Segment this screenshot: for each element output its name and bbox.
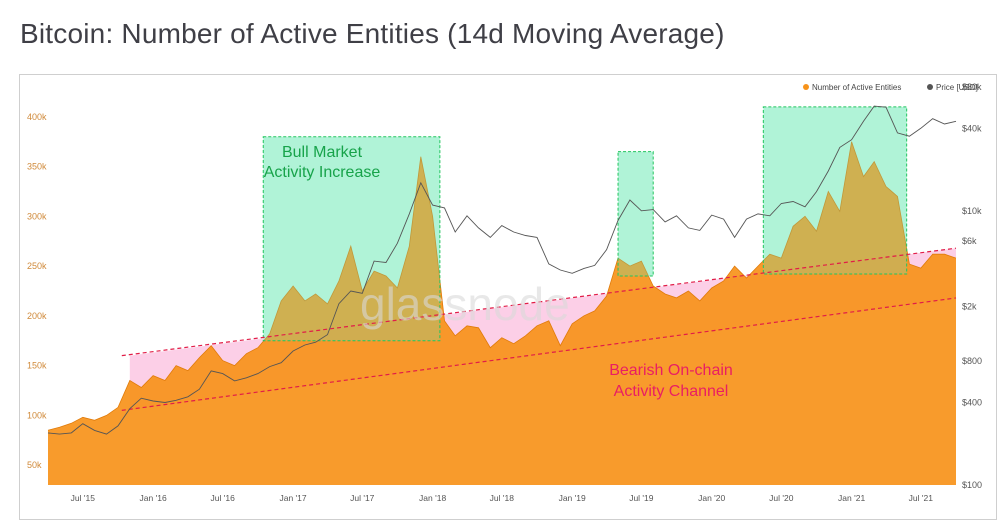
entities-area-fill bbox=[48, 141, 956, 485]
y-right-tick-label: $80k bbox=[962, 82, 982, 92]
entities-area-outline bbox=[47, 141, 957, 431]
bull-market-box-borders bbox=[262, 106, 908, 342]
y-left-tick-label: 50k bbox=[27, 460, 42, 470]
y-right-tick-label: $100 bbox=[962, 480, 982, 490]
active-entities-area bbox=[47, 106, 957, 485]
legend-dot-entities bbox=[803, 84, 809, 90]
y-right-tick-label: $10k bbox=[962, 206, 982, 216]
y-left-tick-label: 300k bbox=[27, 211, 47, 221]
y-right-tick-label: $40k bbox=[962, 123, 982, 133]
x-axis: Jul '15 Jan '16 Jul '16 Jan '17 Jul '17 Jan '… bbox=[71, 493, 934, 503]
y-right-tick-label: $400 bbox=[962, 397, 982, 407]
chart-frame: glassnode 50k 100k 150k 200k 250k 300k 350k 400… bbox=[19, 74, 997, 520]
bull-box-1 bbox=[618, 151, 654, 277]
channel-lower-line bbox=[121, 297, 957, 411]
x-tick-label: Jul '21 bbox=[909, 493, 934, 503]
x-tick-label: Jul '19 bbox=[629, 493, 654, 503]
y-right-tick-label: $800 bbox=[962, 356, 982, 366]
bull-box-tint-1 bbox=[618, 151, 654, 277]
x-tick-label: Jul '17 bbox=[350, 493, 375, 503]
bull-box-tint-2 bbox=[763, 106, 907, 275]
annotation-bear: Bearish On-chain Activity Channel bbox=[609, 362, 733, 400]
x-tick-label: Jul '20 bbox=[769, 493, 794, 503]
x-tick-label: Jan '16 bbox=[140, 493, 167, 503]
annotation-bear-line2: Activity Channel bbox=[614, 383, 729, 400]
chart-svg: glassnode 50k 100k 150k 200k 250k 300k 350k 400… bbox=[27, 82, 982, 503]
legend-label-entities: Number of Active Entities bbox=[812, 83, 901, 92]
legend-label-price: Price [USD] bbox=[936, 83, 978, 92]
x-tick-label: Jul '16 bbox=[211, 493, 236, 503]
page-title: Bitcoin: Number of Active Entities (14d … bbox=[20, 18, 725, 49]
y-left-tick-label: 250k bbox=[27, 261, 47, 271]
x-tick-label: Jul '15 bbox=[71, 493, 96, 503]
y-left-tick-label: 100k bbox=[27, 410, 47, 420]
x-tick-label: Jan '20 bbox=[698, 493, 725, 503]
y-right-tick-label: $2k bbox=[962, 302, 977, 312]
bearish-channel-lines bbox=[121, 247, 957, 411]
y-axis-right: $100 $400 $800 $2k $6k $10k $40k $80k bbox=[962, 82, 982, 490]
bull-box-tint-0 bbox=[263, 136, 440, 341]
y-left-tick-label: 350k bbox=[27, 162, 47, 172]
legend-dot-price bbox=[927, 84, 933, 90]
bull-box-border-1 bbox=[617, 151, 654, 277]
y-left-tick-label: 150k bbox=[27, 361, 47, 371]
annotation-bear-line1: Bearish On-chain bbox=[609, 362, 733, 379]
x-tick-label: Jan '21 bbox=[838, 493, 865, 503]
x-tick-label: Jan '18 bbox=[419, 493, 446, 503]
price-line bbox=[47, 105, 957, 435]
y-left-tick-label: 400k bbox=[27, 112, 47, 122]
y-left-tick-label: 200k bbox=[27, 311, 47, 321]
watermark-text: glassnode bbox=[360, 278, 570, 330]
legend: Number of Active Entities Price [USD] bbox=[803, 83, 978, 92]
x-tick-label: Jan '19 bbox=[559, 493, 586, 503]
x-tick-label: Jul '18 bbox=[490, 493, 515, 503]
y-axis-left: 50k 100k 150k 200k 250k 300k 350k 400k bbox=[27, 112, 47, 470]
price-series-line bbox=[47, 105, 957, 435]
channel-upper-line bbox=[121, 247, 957, 357]
annotation-bull-line2: Activity Increase bbox=[264, 164, 381, 181]
annotation-bull-line1: Bull Market bbox=[282, 144, 363, 161]
bull-box-border-2 bbox=[762, 106, 908, 275]
annotation-bull: Bull Market Activity Increase bbox=[264, 144, 381, 181]
y-right-tick-label: $6k bbox=[962, 236, 977, 246]
x-tick-label: Jan '17 bbox=[279, 493, 306, 503]
